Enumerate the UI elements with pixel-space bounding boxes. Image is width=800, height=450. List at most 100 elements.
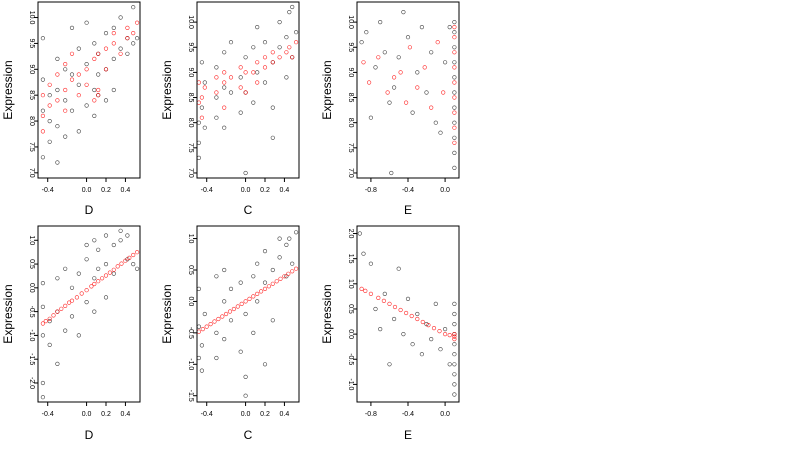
panel-5-y-tick-label: -1.5	[187, 390, 194, 402]
panel-5-x-tick-label: 0.4	[280, 411, 290, 418]
panel-1-series-2-point	[135, 20, 140, 25]
panel-3-y-tick-label: 9.0	[347, 68, 354, 78]
panel-3-series-2-point	[407, 45, 413, 50]
panel-3-series-2-point	[441, 90, 446, 95]
panel-1-series-1-point	[118, 46, 123, 51]
panel-3-series-1-point	[410, 110, 415, 115]
panel-3-series-1-point	[392, 85, 397, 90]
panel-2-series-2-point	[255, 60, 260, 65]
panel-2-series-1-point	[238, 110, 243, 115]
panel-5-series-1-point	[243, 311, 248, 317]
panel-2-series-1-point	[277, 20, 282, 25]
panel-1-x-tick-label: 0.4	[121, 187, 131, 194]
panel-3-series-1-point	[415, 70, 420, 75]
panel-1-series-2-point	[84, 67, 89, 72]
panel-2-series-1-point	[214, 115, 219, 120]
panel-1-series-2-point	[118, 51, 123, 56]
panel-6-series-2-point	[398, 307, 403, 313]
panel-1-y-tick-label: 7.5	[28, 142, 35, 152]
panel-3-series-2-point	[376, 55, 381, 60]
panel-1-series-2-point	[84, 82, 89, 87]
panel-6-series-1-point	[378, 327, 383, 332]
panel-6-series-1-point	[452, 311, 457, 317]
panel-6-series-1-point	[387, 362, 392, 367]
panel-6-y-axis: -1.0 -0.5 0.0 0.5 1.0 1.5 2.0	[347, 229, 357, 391]
panel-5-series-1-point	[255, 299, 260, 304]
panel-6-series-2-point	[381, 298, 387, 304]
panel-2-series-1-point	[202, 80, 207, 85]
panel-5-series-2-point	[290, 269, 295, 274]
panel-4-series-1-point	[84, 242, 89, 248]
panel-2-series-1-point	[238, 75, 243, 80]
panel-4-series-1-point	[55, 361, 60, 367]
panel-6-y-tick-label: 1.0	[347, 279, 354, 289]
panel-4-series-1-point	[40, 304, 46, 310]
panel-5-series-1-point	[262, 280, 268, 285]
panel-1-series-1-point	[47, 93, 52, 98]
panel-6-series-2-point	[431, 326, 437, 331]
panel-6-x-tick-label: -0.4	[402, 411, 414, 418]
panel-5-x-tick-label: 0.0	[241, 411, 251, 418]
panel-1-series-1-point	[40, 155, 46, 160]
panel-1-points	[40, 5, 140, 165]
panel-4-series-1-point	[84, 300, 89, 305]
panel-1-series-1-point	[47, 118, 52, 124]
panel-6-series-1-point	[361, 251, 366, 256]
panel-4-series-1-point	[69, 285, 75, 290]
panel-1-series-2-point	[111, 30, 116, 36]
panel-1-series-1-point	[55, 124, 60, 129]
panel-4-series-1-point	[40, 380, 46, 386]
panel-3-series-1-point	[359, 40, 364, 45]
panel-3-series-1-point	[373, 65, 378, 70]
panel-4-y-axis: -2.0 -1.5 -1.0 -0.5 0.0 0.5 1.0	[28, 235, 38, 389]
panel-2-series-2-point	[228, 75, 234, 80]
panel-1-series-1-point	[63, 98, 68, 103]
panel-1-series-1-point	[69, 25, 75, 31]
panel-4-series-1-point	[92, 276, 97, 281]
panel-2-series-1-point	[251, 100, 256, 105]
panel-5-series-2-point	[212, 319, 217, 324]
panel-5-series-1-point	[199, 368, 204, 373]
panel-5-y-tick-label: -0.5	[187, 327, 194, 339]
panel-3-x-axis: -0.8 -0.4 0.0	[365, 178, 450, 194]
panel-6-series-1-point	[368, 261, 374, 266]
panel-1-series-2-point	[40, 93, 46, 98]
panel-5-series-2-point	[278, 276, 283, 281]
panel-1-series-1-point	[103, 98, 109, 103]
panel-2-y-tick-label: 7.0	[187, 168, 194, 178]
panel-1-series-2-point	[69, 51, 75, 56]
panel-3-series-2-point	[429, 105, 434, 110]
panel-1-series-2-point	[92, 56, 97, 62]
panel-1-series-1-point	[63, 134, 68, 139]
panel-2-series-1-point	[243, 170, 248, 176]
panel-4-series-2-point	[123, 258, 128, 263]
panel-5-series-1-point	[228, 286, 234, 292]
panel-2-series-1-point	[222, 50, 227, 55]
panel-1-series-2-point	[55, 98, 60, 103]
panel-4-y-label: Expression	[1, 284, 15, 343]
panel-2-series-2-point	[222, 70, 227, 75]
panel-2-series-2-point	[284, 50, 289, 55]
panel-4-series-1-point	[47, 319, 52, 324]
panel-6-series-1-point	[357, 231, 362, 236]
panel-6-x-label: E	[404, 428, 412, 442]
panel-5-series-1-point	[202, 311, 207, 317]
panel-2-x-tick-label: 0.2	[260, 187, 270, 194]
panel-6-points	[357, 231, 457, 397]
panel-2-series-1-point	[228, 40, 234, 45]
panel-4-series-2-point	[115, 264, 120, 269]
panel-4-series-1-point	[92, 309, 97, 314]
panel-3-series-1-point	[447, 25, 452, 30]
panel-3-series-2-point	[452, 35, 457, 40]
panel-2-series-1-point	[270, 135, 275, 140]
panel-1-series-2-point	[40, 129, 46, 134]
panel-4-x-tick-label: 0.4	[121, 411, 131, 418]
panel-3-y-tick-label: 9.5	[347, 42, 354, 52]
panel-1-x-tick-label: 0.0	[82, 187, 92, 194]
panel-4-series-2-point	[51, 313, 56, 318]
panel-4-x-tick-label: 0.0	[82, 411, 92, 418]
panel-6-series-1-point	[392, 316, 397, 322]
panel-2-series-2-point	[202, 85, 207, 90]
panel-1-series-2-point	[125, 25, 130, 31]
panel-1-series-1-point	[135, 36, 140, 41]
